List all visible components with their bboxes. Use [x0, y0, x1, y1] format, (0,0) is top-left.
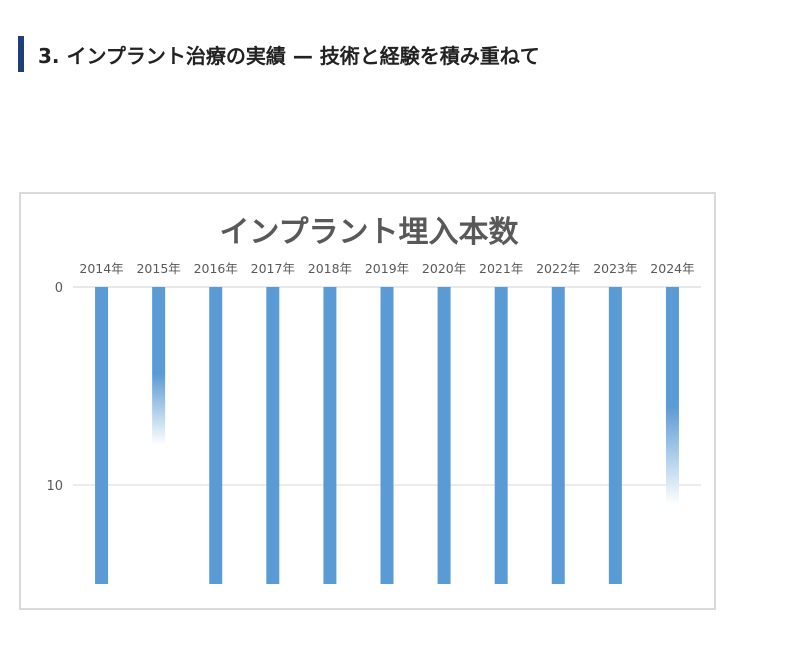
x-tick-label: 2021年: [479, 261, 523, 276]
bar-2016年: [209, 287, 223, 584]
bar-2017年: [266, 287, 280, 584]
x-tick-label: 2024年: [650, 261, 694, 276]
x-tick-label: 2016年: [194, 261, 238, 276]
x-tick-label: 2017年: [251, 261, 295, 276]
x-tick-labels: 2014年 2015年 2016年 2017年 2018年 2019年 2020年 2021年…: [79, 261, 694, 276]
chart-title: インプラント埋入本数: [219, 215, 519, 250]
chart-frame: インプラント埋入本数 2014年 2015年 2016年 2017年 2018年 2019…: [19, 192, 716, 610]
x-tick-label: 2014年: [79, 261, 123, 276]
bar-2021年: [494, 287, 508, 584]
x-tick-label: 2023年: [593, 261, 637, 276]
y-tick-label: 0: [55, 281, 63, 296]
x-tick-label: 2015年: [136, 261, 180, 276]
bar-2020年: [437, 287, 451, 584]
x-tick-label: 2019年: [365, 261, 409, 276]
x-tick-label: 2022年: [536, 261, 580, 276]
bar-2019年: [380, 287, 394, 584]
x-tick-label: 2020年: [422, 261, 466, 276]
y-tick-label: 10: [46, 479, 63, 494]
bar-2018年: [323, 287, 337, 584]
bar-2023年: [608, 287, 622, 584]
bar-2024年: [665, 287, 679, 505]
section-heading-text: 3. インプラント治療の実績 — 技術と経験を積み重ねて: [38, 43, 540, 68]
section-heading: 3. インプラント治療の実績 — 技術と経験を積み重ねて: [18, 36, 778, 72]
bar-2015年: [152, 287, 166, 446]
bars: [95, 287, 679, 584]
y-tick-labels: 0 10: [46, 281, 63, 494]
bar-2022年: [551, 287, 565, 584]
x-tick-label: 2018年: [308, 261, 352, 276]
implant-count-chart: インプラント埋入本数 2014年 2015年 2016年 2017年 2018年 2019…: [46, 215, 701, 584]
bar-2014年: [95, 287, 109, 584]
